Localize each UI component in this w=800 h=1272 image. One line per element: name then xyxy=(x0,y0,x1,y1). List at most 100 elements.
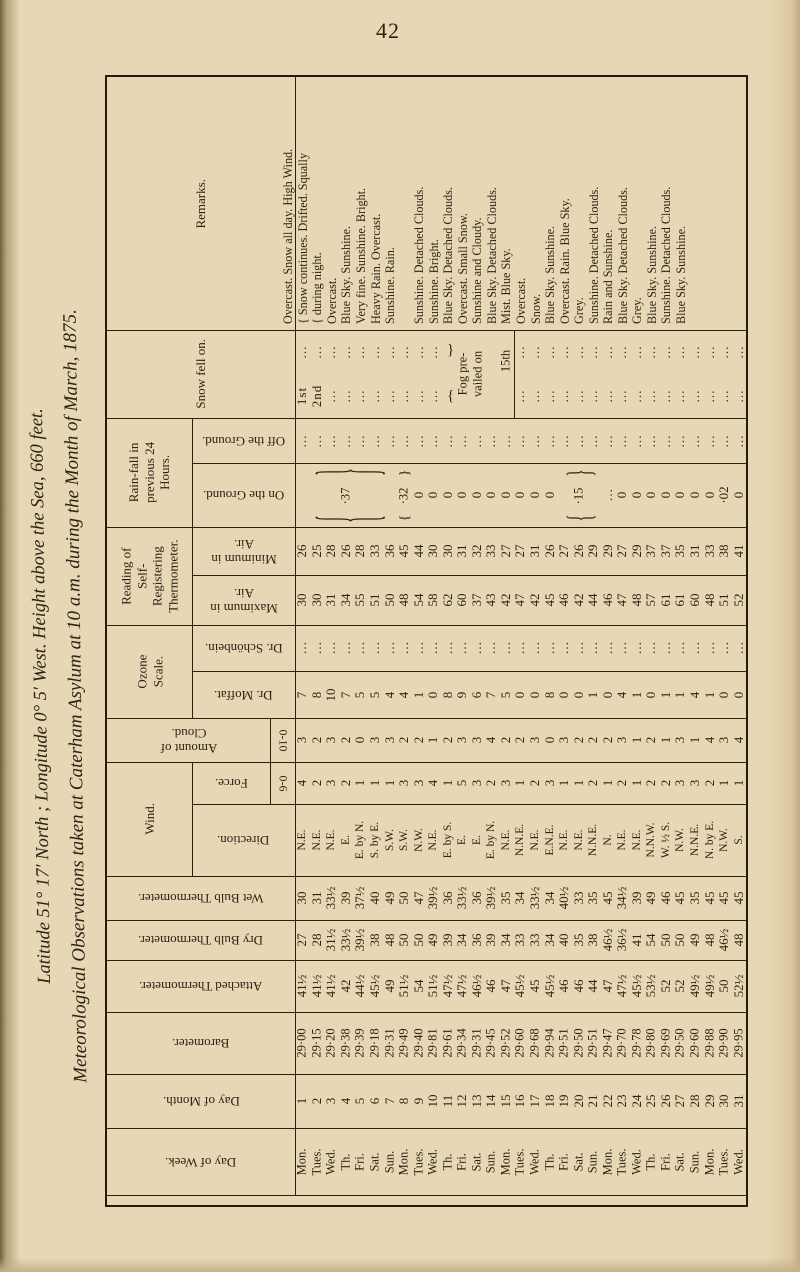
day-cell: 45½ xyxy=(367,974,382,998)
day-cell: 7 xyxy=(483,691,499,698)
day-cell: 33½ xyxy=(323,886,339,910)
page-number: 42 xyxy=(376,18,400,43)
day-cell: 2 xyxy=(512,736,528,744)
day-cell: 26 xyxy=(570,544,586,558)
day-cell: 2 xyxy=(701,779,717,787)
day-cell: E. by S. xyxy=(441,821,454,859)
day-cell: 27 xyxy=(614,544,630,558)
scale-divider xyxy=(270,718,272,804)
day-cell: 30 xyxy=(716,1094,732,1108)
day-cell: 31 xyxy=(687,544,703,558)
day-cell: … xyxy=(585,389,601,403)
day-cell: … xyxy=(599,433,615,448)
day-cell: Sun. xyxy=(687,1150,702,1173)
band-wet-bulb: 30 31 33½ 39 37½ 40 49 50 47 39½ 36 33½ 36 39½ 35 34 33½… xyxy=(294,876,746,920)
day-cell: Sun. xyxy=(483,1150,498,1173)
band-barometer: 29·00 29·15 29·20 29·38 29·39 29·18 29·31 29·49… xyxy=(295,1012,746,1074)
header-wind-group: Wind. xyxy=(141,803,157,835)
day-cell: 31½ xyxy=(323,928,339,952)
day-cell: 10 xyxy=(323,688,339,701)
day-cell: Wed. xyxy=(629,1148,644,1175)
day-cell: 3 xyxy=(323,1097,339,1105)
day-cell: … xyxy=(599,641,615,655)
day-cell: 18 xyxy=(541,1094,557,1108)
day-cell: S. by E. xyxy=(369,821,381,859)
day-cell: 3 xyxy=(541,779,557,787)
day-cell: 4 xyxy=(381,691,397,698)
day-cell: … xyxy=(483,641,499,655)
day-cell: Fri. xyxy=(352,1152,367,1171)
day-cell: … xyxy=(672,345,688,359)
fog-note-line-1: Fog pre- xyxy=(455,352,470,396)
day-cell: 1st xyxy=(294,386,310,406)
rule xyxy=(107,330,746,332)
day-cell: E. xyxy=(456,835,469,845)
day-cell: 9 xyxy=(410,1097,426,1105)
fog-brace: { xyxy=(447,388,455,404)
day-cell: 42 xyxy=(570,593,586,607)
day-cell: 49½ xyxy=(701,974,717,998)
day-cell: Th. xyxy=(542,1152,557,1171)
day-cell: 31 xyxy=(323,593,339,607)
day-cell: … xyxy=(541,641,557,655)
day-cell: Sat. xyxy=(672,1151,687,1172)
day-cell: Wed. xyxy=(731,1148,746,1175)
day-cell: … xyxy=(527,345,543,359)
day-cell: 28 xyxy=(308,933,324,947)
day-cell: 29·47 xyxy=(600,1028,615,1058)
day-cell: 0 xyxy=(468,491,484,499)
header-minimum-in-air: Minimum in Air. xyxy=(210,537,277,567)
day-cell: Overcast. Rain. Blue Sky. xyxy=(557,198,572,324)
day-cell: 29·40 xyxy=(411,1028,426,1058)
day-cell: … xyxy=(672,389,688,403)
day-cell: 25 xyxy=(308,544,324,558)
day-cell: 2nd xyxy=(308,384,324,408)
rule xyxy=(107,1128,746,1130)
day-cell: 0 xyxy=(643,491,659,499)
day-cell: 2 xyxy=(570,736,586,744)
day-cell: 0 xyxy=(614,491,630,499)
day-cell: 2 xyxy=(308,779,324,787)
header-selfreg-group: Reading of Self- Registering Thermometer… xyxy=(118,539,181,613)
header-remarks: Remarks. xyxy=(193,178,209,229)
day-cell: … xyxy=(337,641,353,655)
header-rain-on-ground: On the Ground. xyxy=(202,488,285,503)
day-cell: 20 xyxy=(570,1094,586,1108)
rain-total-value: ·32 xyxy=(396,487,411,505)
day-cell: 39 xyxy=(337,891,353,905)
day-cell: 47½ xyxy=(614,974,630,998)
day-cell: … xyxy=(701,389,717,403)
day-cell: 1 xyxy=(512,779,528,787)
day-cell: … xyxy=(527,641,543,655)
day-cell: 10 xyxy=(425,1094,441,1108)
day-cell: 4 xyxy=(483,736,499,744)
header-day-of-week: Day of Week. xyxy=(165,1154,237,1170)
day-cell: … xyxy=(381,345,397,359)
day-cell xyxy=(484,330,499,374)
day-cell: 24 xyxy=(628,1094,644,1108)
day-cell: W. ½ S. xyxy=(659,821,672,859)
day-cell: 51½ xyxy=(425,974,441,998)
day-cell: 29·52 xyxy=(498,1028,513,1058)
day-cell: 6 xyxy=(468,691,484,698)
day-cell: 48 xyxy=(396,593,412,607)
day-cell: 23 xyxy=(614,1094,630,1108)
day-cell: … xyxy=(294,641,310,655)
day-cell: … xyxy=(308,345,324,359)
day-cell: 50 xyxy=(672,933,688,947)
day-cell: … xyxy=(730,345,746,359)
day-cell: … xyxy=(425,389,441,403)
day-cell xyxy=(731,77,746,330)
rule xyxy=(107,418,746,420)
day-cell: 53½ xyxy=(643,974,659,998)
day-cell: 29·39 xyxy=(352,1028,367,1058)
day-cell: Mon. xyxy=(396,1148,411,1175)
day-cell: 4 xyxy=(730,736,746,744)
day-cell: … xyxy=(483,433,499,448)
day-cell: E.N.E. xyxy=(543,824,556,856)
day-cell: 1 xyxy=(687,736,703,744)
day-cell: … xyxy=(701,345,717,359)
day-cell: Sat. xyxy=(367,1151,382,1172)
